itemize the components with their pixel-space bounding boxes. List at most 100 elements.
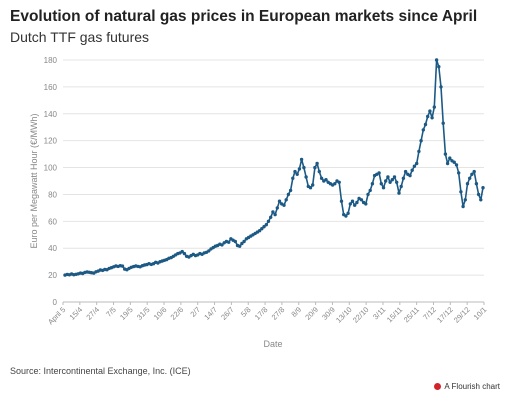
x-tick-label: 17/8 <box>253 305 270 322</box>
chart-subtitle: Dutch TTF gas futures <box>10 29 150 45</box>
data-point <box>359 198 364 202</box>
flourish-logo-icon <box>434 383 442 390</box>
data-point <box>395 180 399 184</box>
data-point <box>337 180 341 184</box>
x-tick-label: 22/6 <box>169 305 186 322</box>
data-point <box>182 251 187 256</box>
flourish-credit-label: A Flourish chart <box>444 382 500 391</box>
data-point <box>443 152 448 156</box>
data-point <box>426 114 430 119</box>
data-point <box>432 105 436 109</box>
data-point <box>238 244 242 248</box>
data-point <box>459 190 463 194</box>
y-tick-label: 20 <box>48 271 57 280</box>
data-point <box>386 175 390 179</box>
data-point <box>297 167 302 171</box>
x-tick-label: 19/5 <box>118 305 135 322</box>
x-tick-label: 8/9 <box>289 305 303 319</box>
data-point <box>291 176 295 180</box>
source-note: Source: Intercontinental Exchange, Inc. … <box>10 366 191 376</box>
data-point <box>379 182 383 186</box>
data-point <box>465 182 470 186</box>
flourish-credit-link[interactable]: A Flourish chart <box>434 382 500 391</box>
data-point <box>257 229 262 233</box>
data-point <box>437 65 441 69</box>
data-point <box>120 264 125 268</box>
data-point <box>313 165 317 170</box>
y-tick-label: 140 <box>44 110 58 119</box>
data-point <box>207 249 211 253</box>
y-tick-label: 160 <box>44 83 58 92</box>
chart-title: Evolution of natural gas prices in Europ… <box>10 8 478 25</box>
data-point <box>481 186 485 190</box>
data-point <box>366 192 370 197</box>
data-point <box>273 212 277 217</box>
data-point <box>454 163 459 167</box>
data-point <box>220 243 224 247</box>
y-tick-label: 0 <box>53 298 58 307</box>
data-point <box>324 178 328 182</box>
data-point <box>288 188 293 193</box>
data-point <box>468 176 472 180</box>
data-point <box>476 192 481 197</box>
data-point <box>408 173 412 178</box>
data-point <box>269 215 273 219</box>
y-tick-label: 180 <box>44 56 58 65</box>
data-point <box>448 156 452 160</box>
data-point <box>284 198 288 202</box>
x-tick-label: 15/4 <box>68 305 85 322</box>
data-point <box>355 200 359 205</box>
x-tick-label: 7/5 <box>104 305 118 319</box>
y-tick-label: 120 <box>44 137 58 146</box>
x-tick-label: 15/11 <box>385 305 404 324</box>
data-point <box>339 199 344 203</box>
data-point <box>428 109 432 113</box>
data-point <box>421 128 425 132</box>
data-point <box>412 164 417 168</box>
data-point <box>333 182 337 186</box>
data-point <box>381 186 386 190</box>
data-point <box>439 85 443 89</box>
data-point <box>430 116 434 120</box>
y-tick-label: 80 <box>48 190 57 199</box>
data-point <box>388 180 392 184</box>
x-tick-label: 10/1 <box>472 305 489 322</box>
data-point <box>410 168 414 172</box>
x-tick-label: 13/10 <box>334 305 354 325</box>
data-point <box>240 241 244 246</box>
data-point <box>403 169 408 174</box>
y-tick-label: 40 <box>48 244 57 253</box>
data-point <box>262 225 266 229</box>
data-point <box>227 240 231 244</box>
data-point <box>434 58 439 62</box>
data-point <box>461 204 465 209</box>
data-point <box>401 176 406 180</box>
data-point <box>457 171 461 175</box>
x-tick-label: 29/12 <box>452 305 472 325</box>
data-point <box>370 182 375 186</box>
x-tick-label: 25/11 <box>402 305 421 324</box>
x-tick-label: 31/5 <box>135 305 152 322</box>
data-point <box>441 121 445 125</box>
data-point <box>423 122 428 127</box>
data-point <box>474 182 479 186</box>
data-point <box>180 249 184 254</box>
x-tick-label: 27/8 <box>270 305 287 322</box>
x-axis-label: Date <box>263 339 282 349</box>
data-point <box>472 169 476 174</box>
data-point <box>377 171 381 175</box>
data-point <box>399 184 403 189</box>
data-point <box>353 203 357 207</box>
data-point <box>470 172 474 176</box>
data-point <box>295 172 299 176</box>
x-tick-label: 17/12 <box>435 305 455 325</box>
data-point <box>299 157 304 162</box>
x-tick-label: 5/8 <box>239 305 253 319</box>
data-point <box>445 161 450 166</box>
data-point <box>286 192 291 197</box>
data-point <box>392 175 397 179</box>
data-point <box>293 169 297 174</box>
data-point <box>348 202 352 206</box>
gridlines <box>63 59 484 303</box>
x-tick-label: April 5 <box>46 305 67 326</box>
